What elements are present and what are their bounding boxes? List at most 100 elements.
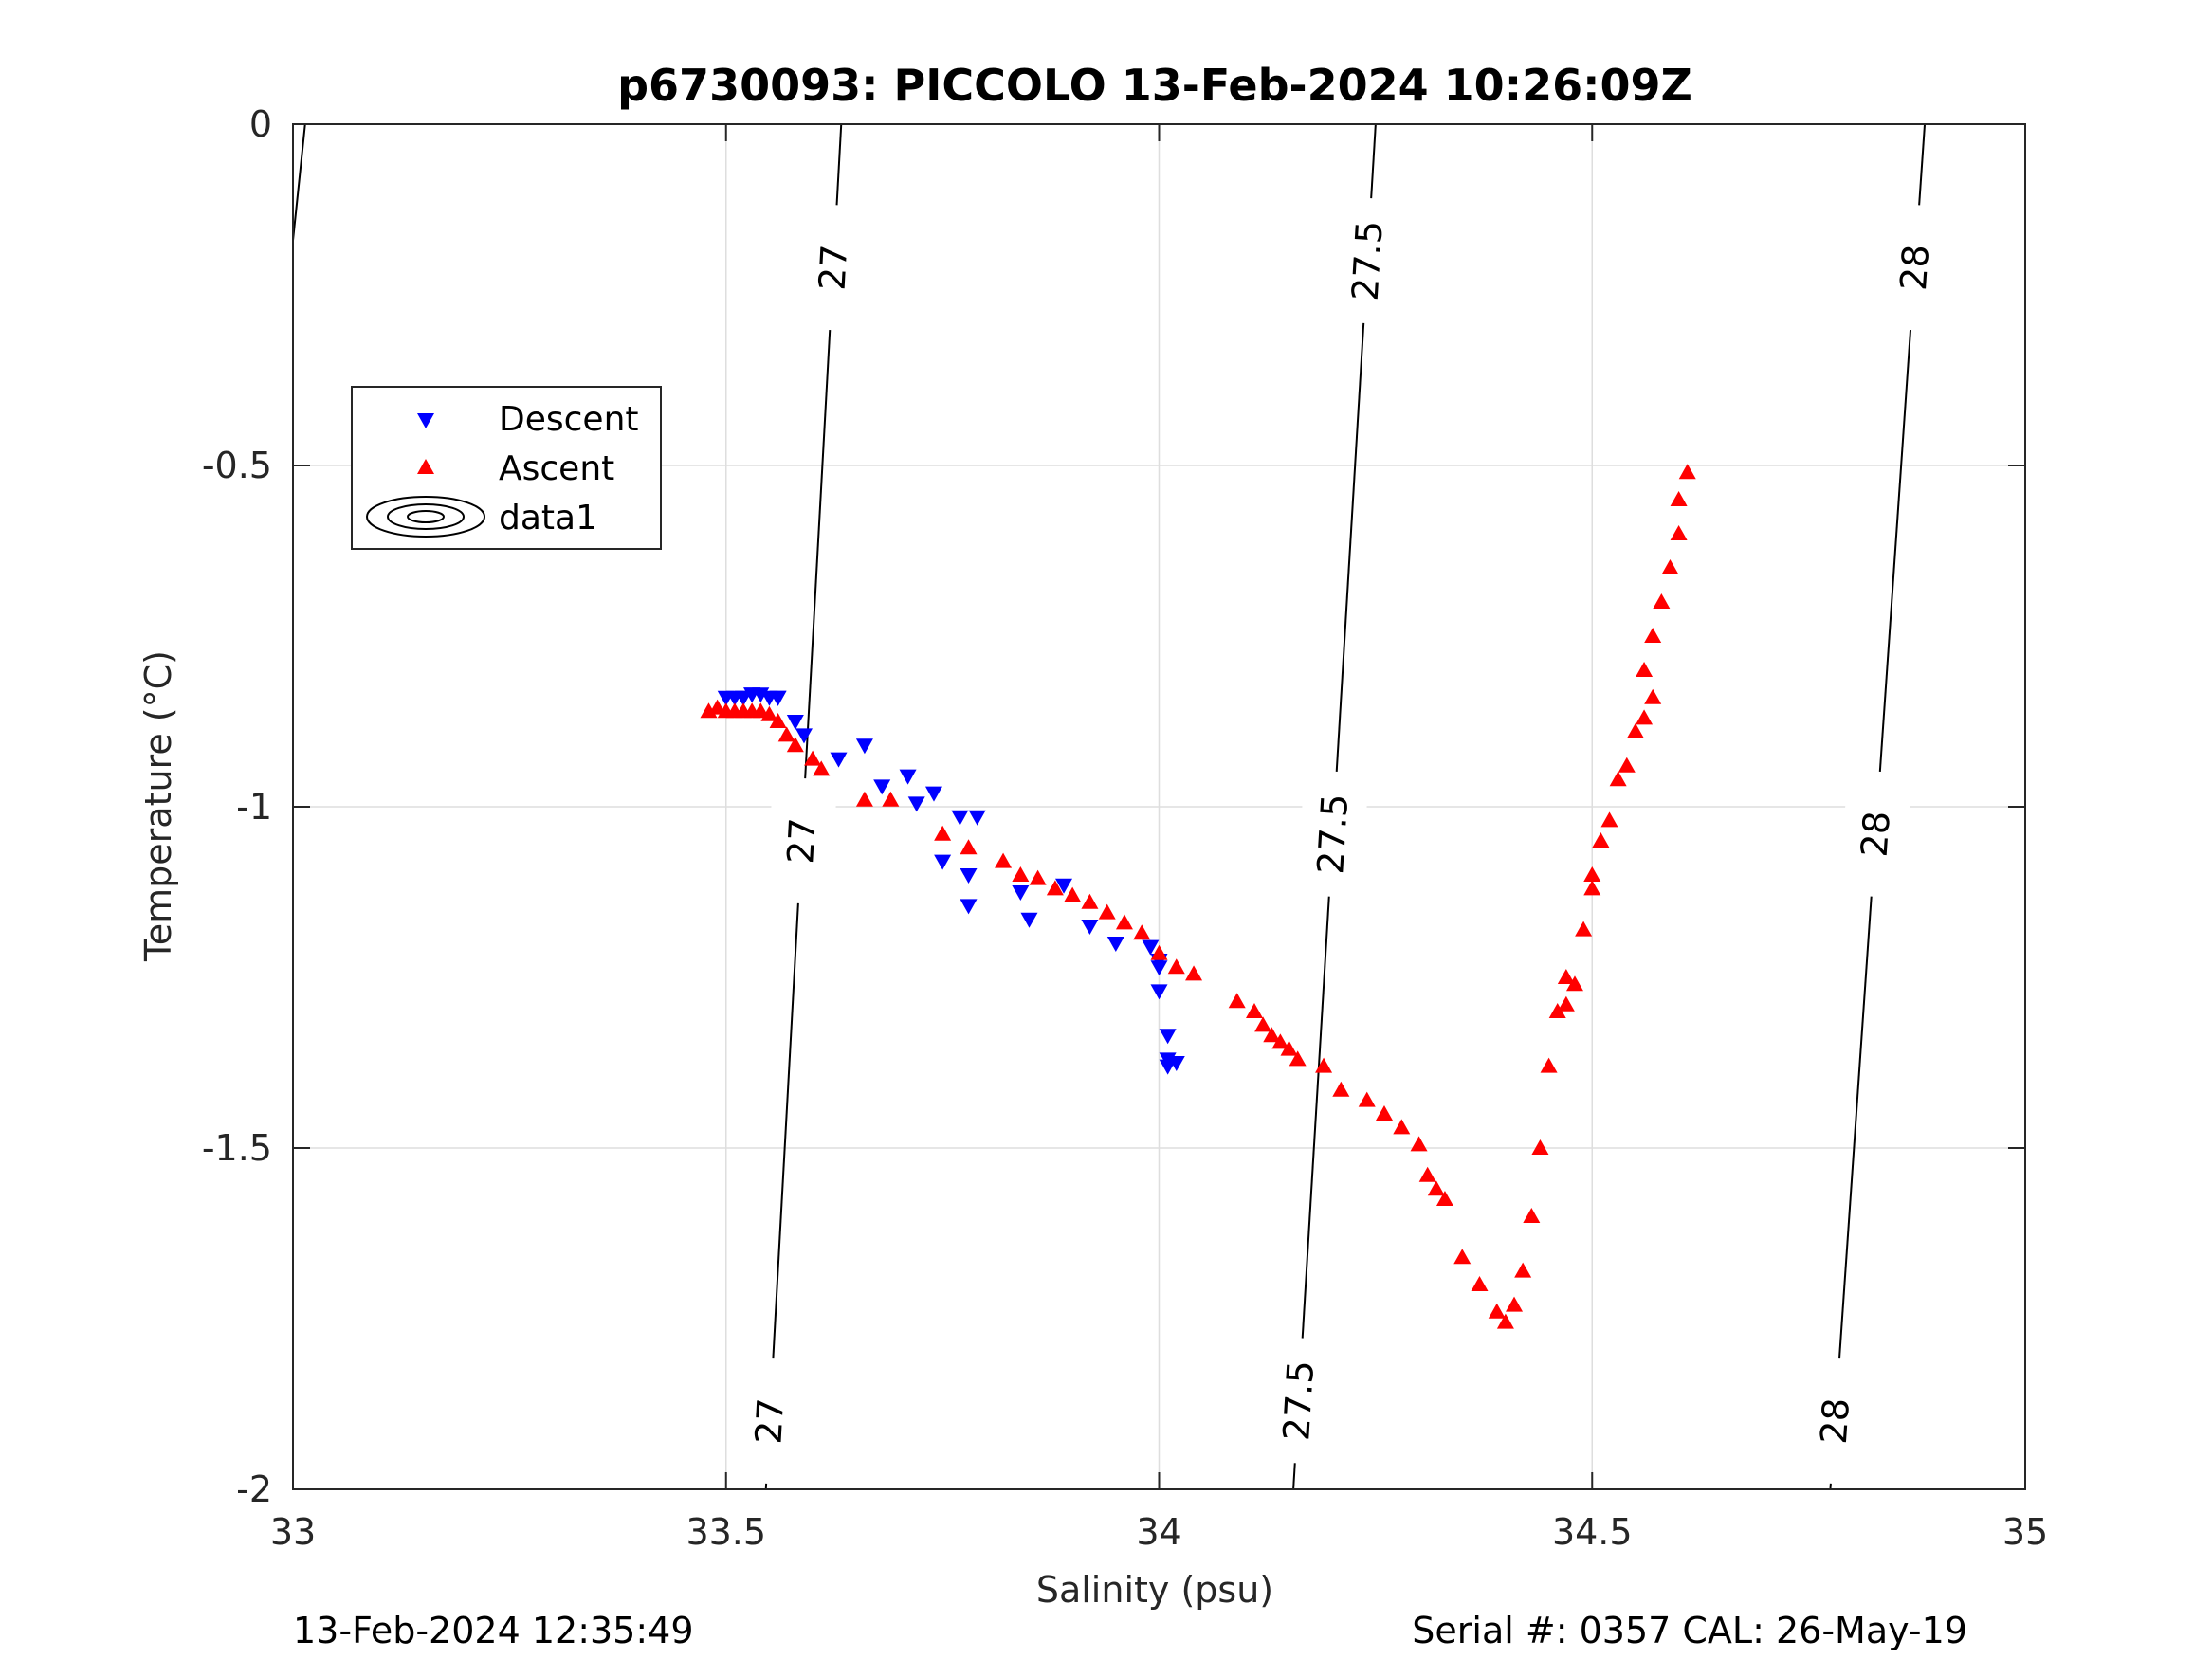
descent-point <box>1150 984 1168 1000</box>
descent-point <box>899 769 917 785</box>
ascent-point <box>1644 628 1662 643</box>
descent-point <box>786 715 804 730</box>
descent-point <box>968 810 986 826</box>
ascent-point <box>1376 1105 1394 1121</box>
x-tick-label: 34 <box>1136 1511 1181 1553</box>
ascent-point <box>1427 1180 1445 1196</box>
ascent-point <box>786 737 804 753</box>
legend-data1-label: data1 <box>499 499 597 538</box>
descent-point <box>830 752 848 768</box>
x-tick-label: 33 <box>270 1511 316 1553</box>
descent-point <box>907 796 925 812</box>
contour-label-28: 28 <box>1892 244 1937 292</box>
axis-ticks: 33 33.5 34 34.5 35 0 -0.5 -1 -1.5 -2 <box>202 103 2048 1553</box>
ascent-point <box>1081 893 1099 909</box>
data-series <box>700 464 1696 1329</box>
ascent-point <box>1228 993 1246 1009</box>
ascent-point <box>1626 722 1644 738</box>
ascent-point <box>1358 1091 1376 1107</box>
ascent-point <box>1115 914 1133 930</box>
contour-label-27: 27 <box>812 244 856 292</box>
contour-label-27: 27 <box>747 1397 792 1446</box>
footer-serial-cal: Serial #: 0357 CAL: 26-May-19 <box>1412 1610 1967 1651</box>
density-contours: 27 27 27 27.5 27.5 27.5 28 28 28 <box>292 123 1952 1490</box>
ascent-point <box>1150 944 1168 960</box>
contour-label-gap <box>1262 1336 1335 1466</box>
ascent-point <box>1289 1050 1307 1066</box>
descent-point <box>1142 939 1160 956</box>
ascent-point <box>995 852 1013 868</box>
ascent-point <box>1280 1040 1298 1056</box>
descent-point <box>951 810 969 826</box>
ascent-point <box>777 726 795 742</box>
ascent-point <box>1271 1033 1289 1049</box>
descent-point <box>1167 1056 1185 1071</box>
contour-label-27.5: 27.5 <box>1275 1359 1322 1442</box>
ascent-point <box>1557 995 1575 1012</box>
legend-descent-label: Descent <box>499 400 639 439</box>
chart-title: p6730093: PICCOLO 13-Feb-2024 10:26:09Z <box>617 60 1692 111</box>
ascent-point <box>1133 924 1151 940</box>
descent-point <box>1159 1029 1177 1045</box>
contour-label-gap <box>1838 769 1912 899</box>
descent-point <box>1081 920 1099 935</box>
ascent-point <box>1418 1166 1436 1182</box>
ascent-point <box>1332 1081 1350 1097</box>
ascent-point <box>1548 1003 1566 1018</box>
ascent-point <box>1410 1136 1428 1152</box>
ascent-point <box>855 791 873 807</box>
ascent-point <box>1263 1027 1281 1043</box>
ascent-point <box>1393 1119 1411 1135</box>
y-tick-label: -1.5 <box>202 1127 272 1169</box>
descent-point <box>795 728 813 744</box>
ascent-point <box>1678 464 1696 480</box>
legend-ascent-marker <box>417 459 434 474</box>
isopycnal-fragment <box>292 123 306 241</box>
ascent-point <box>1644 688 1662 704</box>
ascent-point <box>1583 880 1601 896</box>
ascent-point <box>1653 593 1671 609</box>
ascent-point <box>1488 1303 1506 1319</box>
contour-label-27.5: 27.5 <box>1344 219 1391 301</box>
ascent-point <box>1523 1208 1541 1223</box>
contour-label-gap <box>1296 769 1369 899</box>
contour-label-27: 27 <box>779 817 824 866</box>
ascent-point <box>1583 866 1601 882</box>
ascent-point <box>1496 1313 1514 1329</box>
ascent-point <box>1600 811 1618 828</box>
x-tick-label: 35 <box>2002 1511 2048 1553</box>
descent-point <box>1012 885 1030 901</box>
ascent-point <box>1012 866 1030 882</box>
ascent-point <box>760 705 778 721</box>
descent-point <box>960 868 978 884</box>
ascent-point <box>1565 975 1583 992</box>
ascent-point <box>1167 958 1185 975</box>
series-descent <box>717 687 1185 1075</box>
descent-point <box>1106 937 1124 952</box>
ascent-point <box>1254 1016 1272 1032</box>
contour-label-27.5: 27.5 <box>1309 793 1356 875</box>
ascent-point <box>1670 491 1688 506</box>
descent-point <box>855 738 873 755</box>
ascent-point <box>1557 969 1575 984</box>
y-tick-label: 0 <box>249 103 272 145</box>
ascent-point <box>1514 1262 1532 1278</box>
ascent-point <box>1029 869 1047 885</box>
y-tick-label: -2 <box>236 1468 272 1510</box>
descent-point <box>960 899 978 915</box>
contour-label-28: 28 <box>1813 1396 1857 1445</box>
descent-point <box>873 779 891 795</box>
contour-label-gap <box>797 203 869 332</box>
ascent-point <box>1098 903 1116 920</box>
ascent-point <box>1185 965 1203 981</box>
descent-point <box>1020 912 1038 928</box>
descent-point <box>934 854 952 870</box>
contour-label-28: 28 <box>1854 810 1898 858</box>
x-tick-label: 33.5 <box>686 1511 766 1553</box>
ascent-point <box>1670 525 1688 540</box>
contour-label-gap <box>1331 196 1404 325</box>
ascent-point <box>1661 559 1679 574</box>
ascent-point <box>1453 1249 1472 1265</box>
ascent-point <box>1609 771 1627 787</box>
ascent-point <box>769 713 787 728</box>
